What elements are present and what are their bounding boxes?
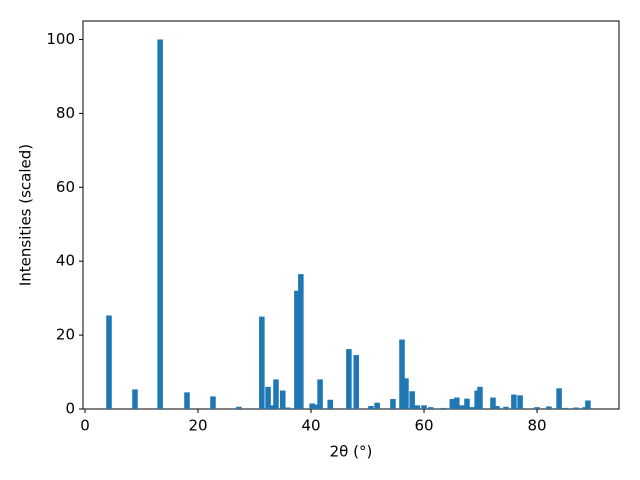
x-tick-label: 80 <box>528 417 547 435</box>
bar <box>285 407 291 409</box>
bar <box>309 403 315 409</box>
bar <box>477 386 483 409</box>
bar <box>210 396 216 409</box>
bar <box>573 407 579 409</box>
bar <box>368 406 374 409</box>
x-tick-label: 20 <box>188 417 207 435</box>
bar <box>585 400 591 409</box>
bar <box>454 397 460 409</box>
y-tick-label: 100 <box>46 30 75 48</box>
bar <box>403 378 409 409</box>
bar <box>236 406 242 409</box>
bar <box>469 407 475 409</box>
bar <box>449 399 456 409</box>
x-tick-label: 60 <box>414 417 433 435</box>
bar <box>503 406 509 409</box>
bar <box>464 398 470 409</box>
bar <box>390 399 396 409</box>
x-tick-label: 0 <box>80 417 90 435</box>
bar <box>511 394 517 409</box>
bar <box>428 407 434 409</box>
bar <box>490 397 496 409</box>
y-axis-label: Intensities (scaled) <box>17 144 35 286</box>
bar <box>313 404 319 409</box>
bar <box>294 290 300 409</box>
bar <box>132 389 138 409</box>
bar <box>157 39 163 409</box>
bar <box>546 406 552 409</box>
bar <box>270 405 276 409</box>
bar <box>353 355 359 409</box>
bar <box>298 274 304 409</box>
bar <box>279 390 286 409</box>
bar <box>562 407 569 409</box>
bar <box>399 339 405 409</box>
bar <box>494 406 500 409</box>
bar <box>414 405 421 409</box>
bar <box>556 388 562 409</box>
x-axis-label: 2θ (°) <box>330 443 373 461</box>
y-tick-label: 60 <box>56 178 75 196</box>
bar <box>184 392 190 409</box>
bar <box>106 315 112 409</box>
bar <box>259 316 265 409</box>
bar <box>517 395 523 409</box>
y-tick-label: 80 <box>56 104 75 122</box>
y-tick-label: 20 <box>56 326 75 344</box>
x-tick-label: 40 <box>301 417 320 435</box>
bar <box>421 405 427 409</box>
bar <box>374 402 380 409</box>
bar <box>474 390 480 409</box>
y-tick-label: 40 <box>56 252 75 270</box>
bar <box>327 399 334 409</box>
bar <box>346 349 352 409</box>
bar <box>440 407 447 409</box>
bar <box>582 407 588 409</box>
bar <box>409 391 415 409</box>
bar <box>317 379 323 409</box>
bar <box>459 405 465 409</box>
bar <box>265 386 271 409</box>
y-tick-label: 0 <box>65 400 75 418</box>
bar <box>273 379 279 409</box>
bar <box>534 407 540 409</box>
